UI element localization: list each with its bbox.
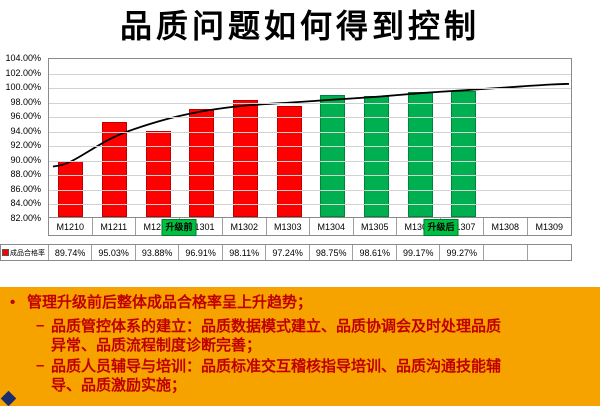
gridline bbox=[49, 102, 571, 104]
sub-bullet-item: – 品质人员辅导与培训：品质标准交互稽核指导培训、品质沟通技能辅导、品质激励实施… bbox=[36, 357, 592, 395]
series-color-swatch bbox=[2, 249, 9, 256]
value-cell-M1210: 89.74% bbox=[49, 245, 93, 260]
x-axis: M1210 M1211 M1212 M1301 M1302 M1303 M1304 M1305… bbox=[48, 218, 572, 236]
y-tick-label: 88.00% bbox=[10, 169, 41, 180]
value-cell-M1304: 98.75% bbox=[310, 245, 354, 260]
value-cell-M1306: 99.17% bbox=[397, 245, 441, 260]
dash-marker: – bbox=[36, 317, 45, 334]
trend-line bbox=[52, 83, 570, 168]
bar-M1301 bbox=[189, 108, 215, 217]
value-cell-M1211: 95.03% bbox=[92, 245, 136, 260]
gridline bbox=[49, 88, 571, 90]
y-axis: 82.00% 84.00% 86.00% 88.00% 90.00% 92.00% 94.0… bbox=[0, 53, 44, 223]
bar-M1211 bbox=[101, 122, 128, 217]
y-tick-label: 100.00% bbox=[5, 82, 41, 93]
bar-M1306 bbox=[407, 92, 433, 217]
plot-area bbox=[48, 58, 572, 218]
x-label-M1302: M1302 bbox=[223, 218, 267, 235]
notes-panel: • 管理升级前后整体成品合格率呈上升趋势； – 品质管控体系的建立：品质数据模式… bbox=[0, 287, 600, 406]
sub-bullet-text: 品质管控体系的建立：品质数据模式建立、品质协调会及时处理品质异常、品质流程制度诊… bbox=[51, 318, 502, 354]
gridline bbox=[49, 189, 571, 191]
annotation-after-upgrade: 升级后 bbox=[423, 219, 459, 236]
annotation-before-upgrade: 升级前 bbox=[161, 219, 197, 236]
gridline bbox=[49, 117, 571, 119]
y-tick-label: 86.00% bbox=[10, 183, 41, 194]
value-cell-M1307: 99.27% bbox=[440, 245, 484, 260]
x-label-M1307: M1307 bbox=[441, 218, 484, 235]
gridline bbox=[49, 175, 571, 177]
gridline bbox=[49, 204, 571, 206]
slide-title: 品质问题如何得到控制 bbox=[119, 8, 480, 44]
gridline bbox=[49, 131, 571, 133]
data-table-row: 成品合格率 89.74% 95.03% 93.88% 96.91% 98.11% 97.2… bbox=[0, 244, 572, 261]
x-label-M1304: M1304 bbox=[310, 218, 354, 235]
value-cell-M1212: 93.88% bbox=[136, 245, 180, 260]
x-label-M1308: M1308 bbox=[484, 218, 528, 235]
value-cell-M1309 bbox=[528, 245, 572, 260]
bar-M1305 bbox=[363, 96, 390, 217]
bullet-text: 管理升级前后整体成品合格率呈上升趋势； bbox=[27, 294, 313, 311]
sub-bullet-item: – 品质管控体系的建立：品质数据模式建立、品质协调会及时处理品质异常、品质流程制… bbox=[36, 317, 592, 355]
sub-bullet-text: 品质人员辅导与培训：品质标准交互稽核指导培训、品质沟通技能辅导、品质激励实施； bbox=[51, 358, 502, 394]
y-tick-label: 94.00% bbox=[10, 125, 41, 136]
gridline bbox=[49, 73, 571, 75]
x-label-M1305: M1305 bbox=[354, 218, 397, 235]
logo-mark bbox=[0, 390, 17, 406]
x-label-M1303: M1303 bbox=[267, 218, 310, 235]
y-tick-label: 102.00% bbox=[5, 67, 41, 78]
y-tick-label: 104.00% bbox=[5, 53, 41, 63]
bar-M1304 bbox=[320, 95, 346, 217]
x-label-M1309: M1309 bbox=[535, 221, 564, 232]
quality-rate-chart: 82.00% 84.00% 86.00% 88.00% 90.00% 92.00% 94.0… bbox=[0, 46, 600, 270]
x-label-M1211: M1211 bbox=[93, 218, 136, 235]
value-cell-M1302: 98.11% bbox=[223, 245, 267, 260]
value-cell-M1303: 97.24% bbox=[266, 245, 310, 260]
bullet-item: • 管理升级前后整体成品合格率呈上升趋势； bbox=[10, 294, 592, 312]
x-label-M1210: M1210 bbox=[49, 218, 93, 235]
dash-marker: – bbox=[36, 357, 45, 374]
bullet-marker: • bbox=[10, 294, 16, 311]
gridline bbox=[49, 160, 571, 162]
gridline bbox=[49, 146, 571, 148]
y-tick-label: 82.00% bbox=[10, 213, 41, 223]
x-label-M1301: M1301 bbox=[180, 218, 223, 235]
value-cell-M1301: 96.91% bbox=[179, 245, 223, 260]
y-tick-label: 84.00% bbox=[10, 198, 41, 209]
series-legend: 成品合格率 bbox=[1, 245, 49, 260]
bar-M1210 bbox=[58, 160, 84, 217]
y-tick-label: 92.00% bbox=[10, 140, 41, 151]
series-legend-label: 成品合格率 bbox=[10, 249, 45, 257]
y-tick-label: 98.00% bbox=[10, 96, 41, 107]
bar-M1307 bbox=[451, 91, 477, 217]
y-tick-label: 96.00% bbox=[10, 111, 41, 122]
value-cell-M1305: 98.61% bbox=[353, 245, 397, 260]
y-tick-label: 90.00% bbox=[10, 154, 41, 165]
value-cell-M1308 bbox=[484, 245, 528, 260]
